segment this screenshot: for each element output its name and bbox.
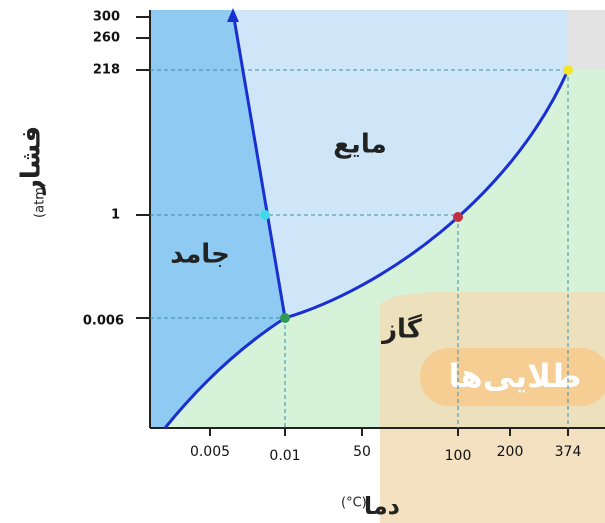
- boiling-point: [453, 212, 463, 222]
- watermark-badge: [420, 348, 605, 406]
- x-tick-label: 0.005: [190, 444, 230, 460]
- y-tick-marks: [136, 16, 150, 319]
- x-tick-label: 200: [497, 444, 524, 460]
- x-axis-unit: (°C): [341, 496, 367, 511]
- critical-point: [563, 65, 573, 75]
- solid-region: [150, 10, 285, 428]
- x-tick-label: 374: [555, 444, 582, 460]
- triple-point: [280, 313, 290, 323]
- x-tick-label: 0.01: [269, 448, 300, 464]
- arrow-head: [227, 8, 239, 22]
- melting-point: [260, 210, 270, 220]
- y-axis-unit: (atm): [33, 182, 48, 218]
- y-tick-label: 300: [93, 10, 120, 25]
- vaporization-curve: [284, 69, 570, 320]
- x-tick-label: 100: [445, 448, 472, 464]
- x-tick-label: 50: [353, 444, 371, 460]
- y-axis-title: فشار: [17, 126, 47, 196]
- watermark-text: طلایی‌ها: [448, 357, 581, 395]
- solid-label: جامد: [170, 240, 230, 270]
- y-tick-label: 218: [93, 63, 120, 78]
- x-tick-marks: [209, 428, 569, 436]
- sublimation-curve: [163, 316, 286, 429]
- y-tick-label: 260: [93, 31, 120, 46]
- y-tick-label: 1: [111, 208, 120, 223]
- liquid-region: [150, 10, 605, 318]
- gas-label: گاز: [380, 314, 423, 345]
- melting-curve: [232, 17, 287, 319]
- liquid-label: مایع: [333, 130, 386, 160]
- y-tick-label: 0.006: [83, 314, 124, 329]
- guide-lines: [150, 69, 569, 428]
- x-axis-title: دما: [364, 492, 400, 520]
- supercritical-region: [568, 10, 605, 70]
